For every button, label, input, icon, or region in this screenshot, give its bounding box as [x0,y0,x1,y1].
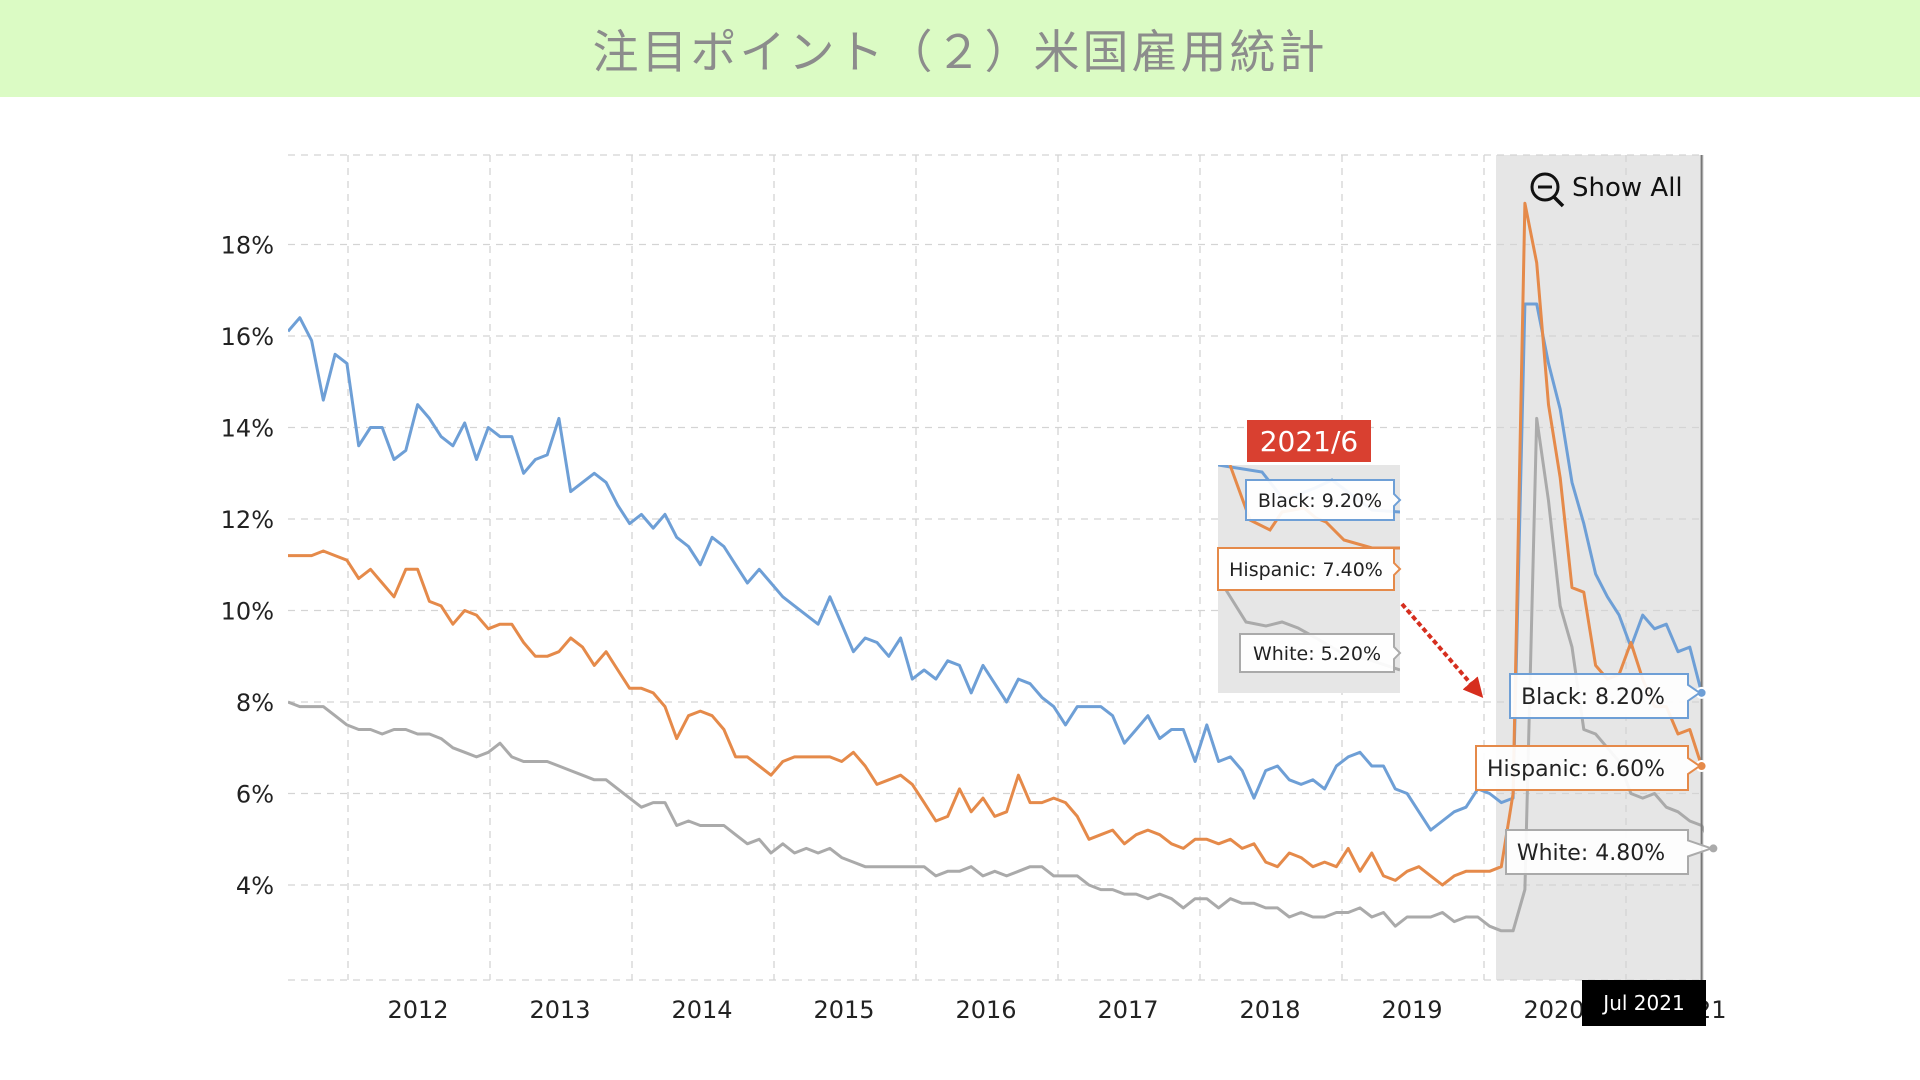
x-tick-label: 2018 [1239,996,1300,1024]
series-line-black [288,302,1704,832]
grid-lines [288,154,1704,981]
tooltip-white: White: 4.80% [1517,841,1665,866]
inset-tooltip-white: White: 5.20% [1253,643,1381,665]
show-all-button[interactable]: Show All [1530,172,1683,208]
crosshair-date-box [1582,980,1706,1026]
y-tick-label: 6% [236,781,274,809]
x-axis-ticks: 2012201320142015201620172018201920202021 [387,996,1726,1024]
slide-header: 注目ポイント（２）米国雇用統計 [0,0,1920,97]
inset-tooltip-black: Black: 9.20% [1258,490,1382,512]
y-tick-label: 4% [236,872,274,900]
tooltip-box-white [1505,829,1715,875]
y-tick-label: 10% [221,598,274,626]
x-tick-label: 2016 [955,996,1016,1024]
date-badge: 2021/6 [1260,425,1359,458]
crosshair-date-label: Jul 2021 [1601,991,1684,1015]
series-line-hispanic [288,201,1704,887]
series-line-white [288,416,1704,933]
date-badge-box [1247,420,1371,462]
zoomed-inset: Black: 9.20% Hispanic: 7.40% White: 5.20% [1217,465,1402,693]
zoom-out-icon [1530,172,1560,202]
x-tick-label: 2013 [529,996,590,1024]
x-tick-label: 2017 [1097,996,1158,1024]
y-tick-label: 8% [236,689,274,717]
x-tick-label: 2014 [671,996,732,1024]
inset-tooltip-hispanic: Hispanic: 7.40% [1229,559,1383,581]
x-tick-label: 2015 [813,996,874,1024]
series-lines [288,201,1704,933]
tooltip-hispanic: Hispanic: 6.60% [1487,757,1665,782]
y-tick-label: 14% [221,415,274,443]
x-tick-label: 2020 [1523,996,1584,1024]
zoom-out-icon-handle [1552,195,1565,208]
inset-tooltip-box-hispanic [1217,547,1402,591]
annotation-arrow [1400,602,1484,699]
show-all-label: Show All [1572,173,1683,203]
slide-title: 注目ポイント（２）米国雇用統計 [592,24,1328,79]
tooltip-black: Black: 8.20% [1521,685,1665,710]
tooltip-box-hispanic [1475,745,1702,791]
y-axis-ticks: 4% 6% 8% 10% 12% 14% 16% 18% [221,232,274,901]
y-tick-label: 18% [221,232,274,260]
y-tick-label: 16% [221,323,274,351]
series-tooltips: Black: 8.20% Hispanic: 6.60% White: 4.80% [1475,673,1715,875]
x-tick-label: 2019 [1381,996,1442,1024]
x-tick-label: 2012 [387,996,448,1024]
inset-tooltip-box-black [1245,479,1402,521]
tooltip-box-black [1509,673,1702,719]
inset-tooltips: Black: 9.20% Hispanic: 7.40% White: 5.20% [1217,479,1402,673]
inset-tooltip-box-white [1239,633,1402,673]
y-tick-label: 12% [221,506,274,534]
